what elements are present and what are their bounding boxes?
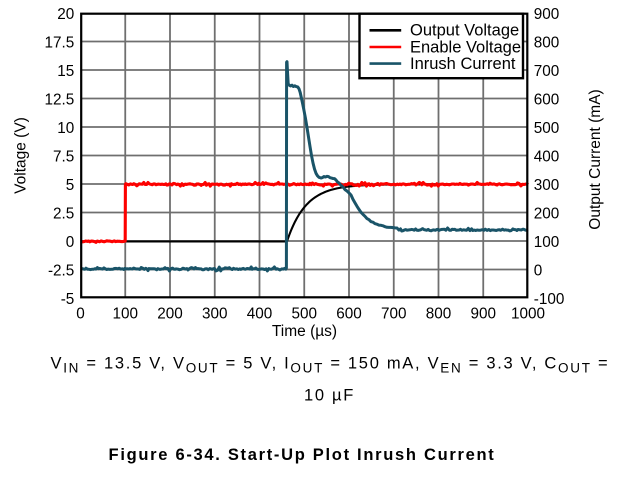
svg-text:Output Voltage: Output Voltage <box>410 22 519 40</box>
svg-text:700: 700 <box>381 306 407 323</box>
svg-text:0: 0 <box>66 234 75 251</box>
svg-text:Enable Voltage: Enable Voltage <box>410 38 521 56</box>
svg-text:300: 300 <box>202 306 228 323</box>
svg-text:900: 900 <box>534 6 560 23</box>
svg-text:Inrush Current: Inrush Current <box>410 55 516 73</box>
svg-text:-2.5: -2.5 <box>48 263 74 280</box>
svg-text:600: 600 <box>534 92 560 109</box>
svg-text:100: 100 <box>534 234 560 251</box>
svg-text:10: 10 <box>57 120 74 137</box>
svg-text:400: 400 <box>247 306 273 323</box>
svg-text:15: 15 <box>57 63 74 80</box>
svg-text:Voltage (V): Voltage (V) <box>13 117 30 194</box>
svg-text:0: 0 <box>76 306 85 323</box>
svg-text:1000: 1000 <box>511 306 545 323</box>
svg-text:5: 5 <box>66 177 75 194</box>
svg-text:Figure 6-34. Start-Up Plot Inr: Figure 6-34. Start-Up Plot Inrush Curren… <box>109 446 496 464</box>
svg-text:7.5: 7.5 <box>53 149 74 166</box>
svg-text:10 µF: 10 µF <box>304 387 355 405</box>
svg-text:500: 500 <box>534 120 560 137</box>
svg-text:100: 100 <box>112 306 138 323</box>
svg-text:800: 800 <box>534 35 560 52</box>
svg-text:-100: -100 <box>534 291 565 308</box>
svg-text:12.5: 12.5 <box>45 92 75 109</box>
svg-text:500: 500 <box>291 306 317 323</box>
svg-text:0: 0 <box>534 263 543 280</box>
svg-text:Time (µs): Time (µs) <box>272 323 337 340</box>
svg-text:200: 200 <box>157 306 183 323</box>
svg-text:-5: -5 <box>61 291 75 308</box>
svg-text:2.5: 2.5 <box>53 206 74 223</box>
svg-text:300: 300 <box>534 177 560 194</box>
svg-text:200: 200 <box>534 206 560 223</box>
svg-text:17.5: 17.5 <box>45 35 75 52</box>
svg-text:700: 700 <box>534 63 560 80</box>
svg-text:Output Current (mA): Output Current (mA) <box>587 89 604 229</box>
svg-text:400: 400 <box>534 149 560 166</box>
svg-text:600: 600 <box>336 306 362 323</box>
svg-text:VIN = 13.5 V, VOUT = 5 V, IOUT: VIN = 13.5 V, VOUT = 5 V, IOUT = 150 mA,… <box>51 355 610 376</box>
svg-text:800: 800 <box>426 306 452 323</box>
svg-text:900: 900 <box>470 306 496 323</box>
svg-text:20: 20 <box>57 6 74 23</box>
